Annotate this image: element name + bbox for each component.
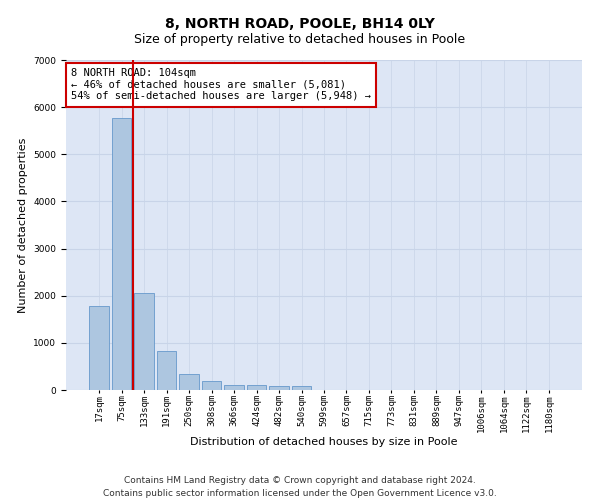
Bar (157, 352, 176, 390)
Bar (89, 306, 109, 390)
Bar (134, 293, 154, 390)
Bar (292, 386, 311, 390)
Bar (269, 386, 289, 390)
Bar (224, 384, 244, 390)
Y-axis label: Number of detached properties: Number of detached properties (18, 138, 28, 312)
Bar (202, 381, 221, 390)
Bar (112, 118, 131, 390)
Text: Size of property relative to detached houses in Poole: Size of property relative to detached ho… (134, 32, 466, 46)
X-axis label: Distribution of detached houses by size in Poole: Distribution of detached houses by size … (190, 438, 458, 448)
Text: Contains HM Land Registry data © Crown copyright and database right 2024.
Contai: Contains HM Land Registry data © Crown c… (103, 476, 497, 498)
Bar (247, 385, 266, 390)
Text: 8 NORTH ROAD: 104sqm
← 46% of detached houses are smaller (5,081)
54% of semi-de: 8 NORTH ROAD: 104sqm ← 46% of detached h… (71, 68, 371, 102)
Text: 8, NORTH ROAD, POOLE, BH14 0LY: 8, NORTH ROAD, POOLE, BH14 0LY (165, 18, 435, 32)
Bar (179, 374, 199, 390)
